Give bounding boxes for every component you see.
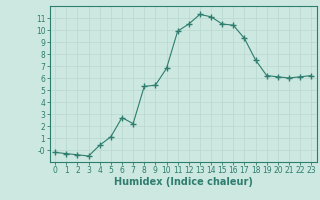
X-axis label: Humidex (Indice chaleur): Humidex (Indice chaleur) xyxy=(114,177,252,187)
